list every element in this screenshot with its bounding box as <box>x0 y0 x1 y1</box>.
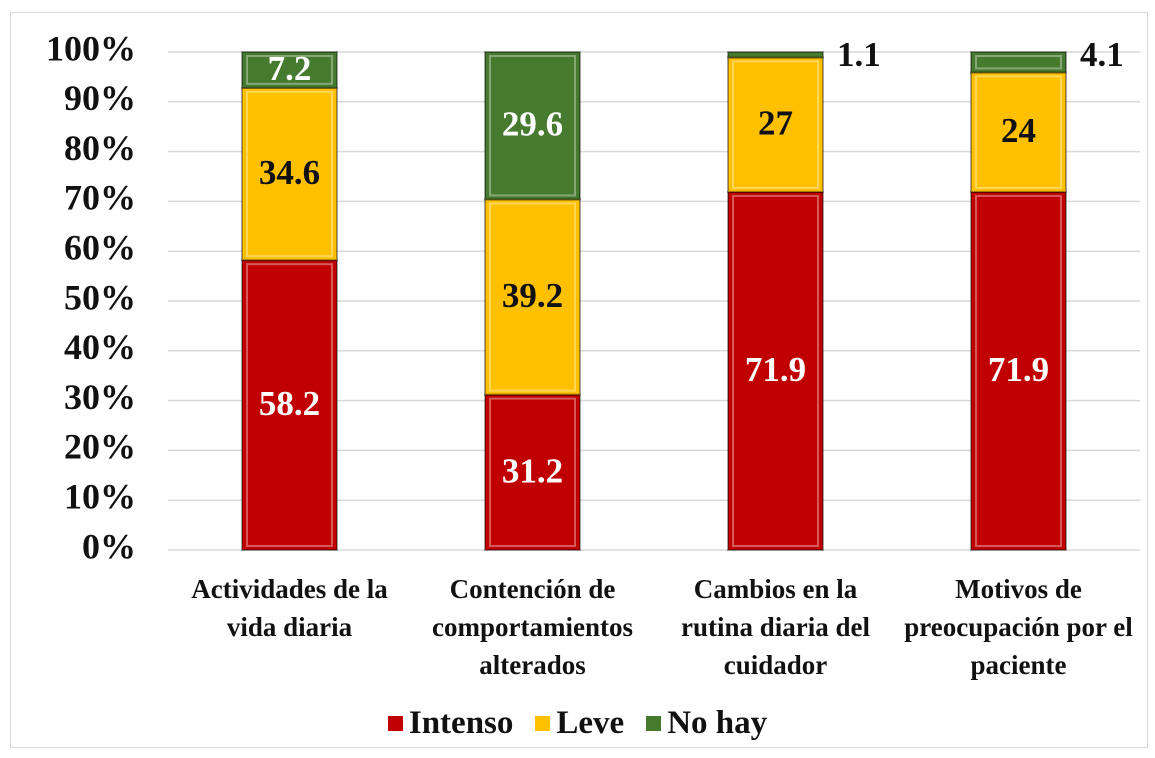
bar-segment <box>484 198 581 396</box>
bar-segment <box>970 51 1067 74</box>
bar-bevel <box>975 55 1062 70</box>
y-tick-label: 30% <box>64 377 136 417</box>
y-tick-label: 40% <box>64 327 136 367</box>
bar-bevel <box>732 60 819 189</box>
y-tick-label: 0% <box>82 526 136 566</box>
data-label: 58.2 <box>259 384 320 423</box>
data-label: 71.9 <box>988 350 1049 389</box>
bar-segment <box>484 51 581 201</box>
x-tick-label: Motivos de preocupación por el paciente <box>904 574 1133 680</box>
bar-segment <box>727 190 824 552</box>
bar-segment <box>970 71 1067 193</box>
legend-label: No hay <box>667 704 768 741</box>
legend-swatch <box>535 715 551 731</box>
bar-bevel <box>732 194 819 548</box>
bar-segment <box>241 51 338 89</box>
bar-bevel <box>489 202 576 392</box>
bar-bevel <box>489 397 576 547</box>
data-label: 31.2 <box>502 451 563 490</box>
y-tick-label: 50% <box>64 277 136 317</box>
x-tick-label: Actividades de la vida diaria <box>191 574 388 642</box>
legend: Intenso Leve No hay <box>0 700 1155 746</box>
y-tick-label: 60% <box>64 227 136 267</box>
data-label: 27 <box>758 104 793 143</box>
y-tick-label: 10% <box>64 476 136 516</box>
bar-bevel <box>246 263 333 547</box>
legend-swatch <box>387 715 403 731</box>
bar-bevel <box>489 55 576 197</box>
bar-segment <box>484 393 581 551</box>
bar-segment <box>727 56 824 193</box>
legend-item: No hay <box>646 705 767 742</box>
bar-bevel <box>246 55 333 85</box>
bar-segment <box>970 190 1067 552</box>
bar-segment <box>727 51 824 59</box>
y-tick-label: 80% <box>64 128 136 168</box>
legend-swatch <box>646 715 662 731</box>
legend-item: Leve <box>535 705 624 742</box>
legend-item: Intenso <box>387 704 514 742</box>
bar-segment <box>241 86 338 262</box>
y-tick-label: 70% <box>64 178 136 218</box>
bar-bevel <box>246 90 333 258</box>
data-label: 1.1 <box>837 35 881 74</box>
data-label: 71.9 <box>745 350 806 389</box>
x-tick-label: Cambios en la rutina diaria del cuidador <box>680 574 870 680</box>
legend-label: Leve <box>556 704 625 741</box>
bar-segment <box>241 259 338 551</box>
bar-bevel <box>975 194 1062 548</box>
y-tick-label: 100% <box>46 28 136 68</box>
chart-frame <box>10 12 1148 748</box>
data-label: 4.1 <box>1080 35 1124 74</box>
legend-label: Intenso <box>408 704 514 741</box>
data-label: 39.2 <box>502 276 563 315</box>
data-label: 7.2 <box>268 49 312 88</box>
x-tick-label: Contención de comportamientos alterados <box>432 574 633 680</box>
data-label: 34.6 <box>259 153 320 192</box>
bar-bevel <box>975 75 1062 189</box>
y-tick-label: 90% <box>64 78 136 118</box>
data-label: 24 <box>1001 111 1036 150</box>
data-label: 29.6 <box>502 105 563 144</box>
y-tick-label: 20% <box>64 427 136 467</box>
